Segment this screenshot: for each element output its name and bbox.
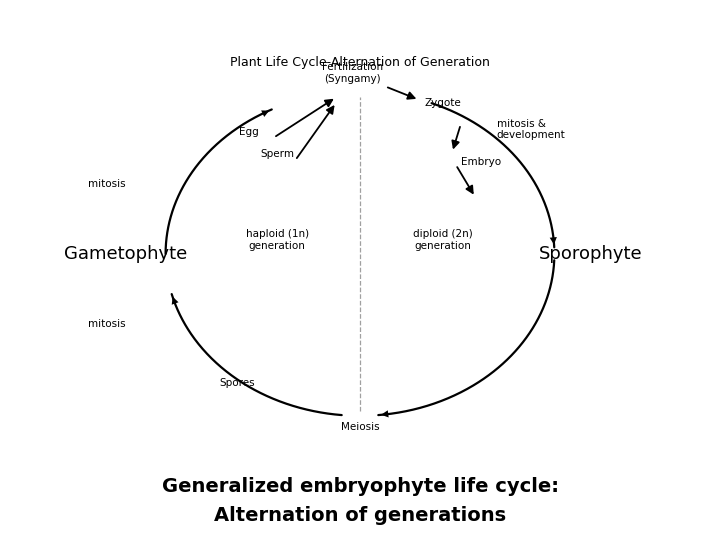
Text: Alternation of generations: Alternation of generations <box>214 506 506 525</box>
Text: Gametophyte: Gametophyte <box>64 245 188 263</box>
Text: haploid (1n)
generation: haploid (1n) generation <box>246 230 309 251</box>
Text: Meiosis: Meiosis <box>341 422 379 431</box>
Text: Plant Life Cycle-Alternation of Generation: Plant Life Cycle-Alternation of Generati… <box>230 56 490 69</box>
Text: Fertilization
(Syngamy): Fertilization (Syngamy) <box>323 62 383 84</box>
Text: Embryo: Embryo <box>461 157 501 167</box>
Text: Sporophyte: Sporophyte <box>539 245 642 263</box>
Text: Sperm: Sperm <box>260 149 294 159</box>
Text: Generalized embryophyte life cycle:: Generalized embryophyte life cycle: <box>161 476 559 496</box>
Text: diploid (2n)
generation: diploid (2n) generation <box>413 230 472 251</box>
Text: Egg: Egg <box>238 127 258 137</box>
Text: mitosis: mitosis <box>88 179 125 188</box>
Text: Zygote: Zygote <box>425 98 462 107</box>
Text: Spores: Spores <box>220 379 256 388</box>
Text: mitosis &
development: mitosis & development <box>497 119 565 140</box>
Text: mitosis: mitosis <box>88 319 125 329</box>
